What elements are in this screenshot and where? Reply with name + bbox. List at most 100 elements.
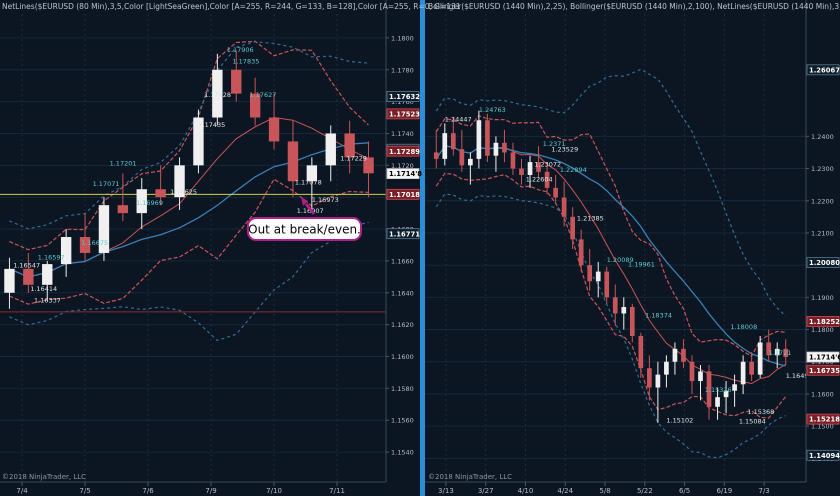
candle-body — [774, 348, 780, 356]
candle-body — [519, 168, 524, 175]
swing-label: 1.16675 — [81, 239, 108, 247]
price-tick-label: 1.1800 — [811, 326, 834, 334]
swing-label: 1.23529 — [551, 145, 578, 153]
swing-label: 1.19961 — [628, 260, 655, 268]
price-marker-label: 1.15218 — [809, 416, 840, 424]
right-indicator-text: Bollinger($EURUSD (1440 Min),2,25), Boll… — [428, 2, 840, 11]
date-tick-label: 4/10 — [518, 487, 534, 495]
candle-body — [485, 120, 490, 156]
panel-separator — [420, 0, 425, 496]
candle-body — [442, 133, 448, 159]
price-tick-label: 1.1500 — [811, 423, 834, 431]
price-marker-box — [806, 413, 840, 425]
price-marker-label: 1.17018 — [389, 191, 420, 199]
candle-body — [681, 348, 686, 362]
price-marker-box — [386, 145, 420, 157]
swing-label: 1.16414 — [30, 285, 57, 293]
upper-band-long — [9, 41, 369, 230]
candle-body — [647, 368, 652, 388]
candle-body — [578, 239, 584, 266]
price-marker-label: 1.17632 — [389, 93, 420, 101]
left-price-axis-bg — [386, 0, 420, 496]
date-tick-label: 7/9 — [205, 487, 216, 495]
candle-body — [450, 133, 456, 150]
left-copyright: ©2018 NinjaTrader, LLC — [2, 473, 86, 481]
lower-band-long — [9, 221, 369, 342]
swing-label: 1.16597 — [38, 253, 65, 261]
price-tick-label: 1.2100 — [811, 229, 834, 237]
left-chart-panel[interactable]: 1.17906 1.17835 1.17627 1.17628 1.17435 1.172… — [0, 0, 461, 496]
candle-body — [621, 307, 627, 314]
upper-band-long — [435, 68, 787, 317]
candle-body — [536, 162, 541, 172]
swing-label: 1.2371 — [543, 140, 566, 148]
date-tick-label: 7/3 — [759, 487, 770, 495]
lower-band-short — [9, 178, 369, 305]
candle-body — [268, 117, 280, 142]
right-price-axis-bg — [806, 0, 840, 496]
price-tick-label: 1.1600 — [811, 390, 834, 398]
date-tick-label: 6/5 — [679, 487, 690, 495]
swing-label: 1.17201 — [110, 159, 137, 167]
price-tick-label: 1.2300 — [811, 165, 834, 173]
annotation-box — [247, 217, 362, 241]
price-marker-label: 1.18252 — [809, 318, 840, 326]
candle-body — [595, 271, 601, 282]
price-tick-label: 1.1800 — [391, 34, 414, 42]
candle-body — [544, 171, 550, 188]
price-marker-box — [386, 228, 420, 240]
candle-body — [98, 205, 110, 253]
date-tick-label: 7/4 — [16, 487, 28, 495]
price-marker-label: 1.20080 — [809, 259, 840, 267]
date-tick-label: 3/13 — [438, 487, 454, 495]
date-tick-label: 5/22 — [637, 487, 653, 495]
swing-label: 1.15084 — [739, 418, 766, 426]
candle-body — [749, 361, 754, 375]
upper-band-short — [9, 40, 369, 251]
price-marker-box — [386, 108, 420, 120]
swing-label: 1.16969 — [136, 199, 163, 207]
candle-body — [249, 93, 261, 118]
swing-label: 1.17906 — [227, 46, 254, 54]
swing-label: 1.17627 — [249, 91, 276, 99]
swing-label: 1.24763 — [479, 106, 506, 114]
candle-body — [459, 149, 465, 166]
candle-body — [231, 69, 242, 94]
candle-body — [672, 348, 678, 362]
candle-body — [433, 152, 439, 159]
candle-body — [42, 264, 53, 285]
candle-body — [193, 117, 204, 166]
swing-label: 1.1721 — [769, 349, 792, 357]
swing-label: 1.15326 — [705, 386, 732, 394]
lower-band-short — [435, 172, 787, 419]
price-tick-label: 1.1740 — [391, 130, 414, 138]
candle-body — [527, 162, 533, 175]
candle-body — [638, 335, 644, 369]
price-tick-label: 1.2400 — [811, 133, 834, 141]
left-indicator-bands — [0, 40, 386, 342]
swing-label: 1.18008 — [730, 323, 757, 331]
right-candles — [433, 110, 789, 423]
swing-label: 1.22894 — [560, 166, 587, 174]
price-marker-label: 1.1714'8 — [389, 170, 422, 178]
swing-label: 1.15368 — [747, 408, 774, 416]
price-tick-label: 1.1760 — [391, 98, 414, 106]
date-tick-label: 7/6 — [142, 487, 154, 495]
candle-body — [698, 371, 703, 382]
swing-label: 1.17435 — [198, 121, 225, 129]
price-marker-box — [386, 168, 420, 180]
candle-body — [706, 371, 712, 407]
price-marker-label: 1.17523 — [389, 110, 420, 118]
candle-body — [553, 187, 558, 198]
candle-body — [23, 268, 34, 285]
date-tick-label: 4/24 — [557, 487, 573, 495]
price-marker-label: 1.26067 — [809, 66, 840, 74]
candle-body — [664, 361, 669, 375]
candle-body — [689, 361, 695, 382]
price-marker-box — [806, 257, 840, 268]
swing-label: 1.20089 — [607, 256, 634, 264]
right-copyright: ©2018 NinjaTrader, LLC — [428, 473, 512, 481]
price-tick-label: 1.1600 — [391, 353, 414, 361]
